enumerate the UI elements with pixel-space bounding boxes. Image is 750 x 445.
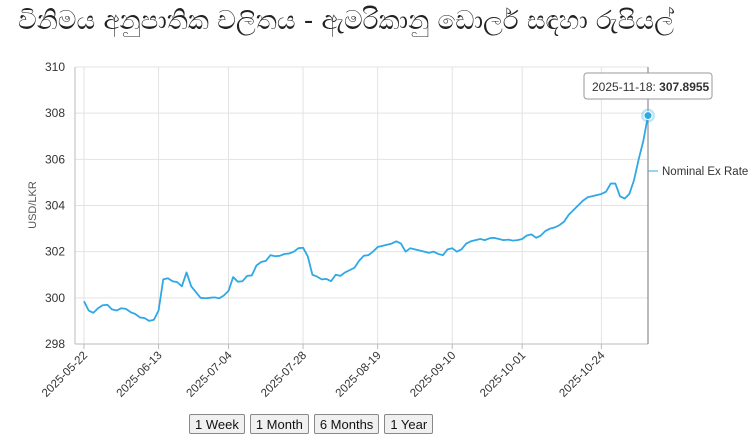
x-tick-label: 2025-10-01 [478,350,528,400]
y-axis-ticks: 298 300 302 304 306 308 310 [45,60,65,351]
x-tick-label: 2025-07-28 [259,350,309,400]
y-tick-label: 310 [45,60,65,74]
range-1-week-button[interactable]: 1 Week [189,414,245,434]
range-6-months-button[interactable]: 6 Months [313,414,380,434]
y-tick-label: 298 [45,337,65,351]
series-group [83,67,655,344]
y-tick-label: 308 [45,106,65,120]
chart-axes [74,67,648,345]
page-title: විනිමය අනුපාතික චලිතය - ඇමරිකානු ඩොලර් ස… [18,6,674,36]
tooltip-box [583,72,713,100]
legend-label: Nominal Ex Rate [662,166,748,178]
tooltip: 2025-11-18: 307.8955 [583,72,713,100]
range-buttons: 1 Week 1 Month 6 Months 1 Year [189,414,434,434]
range-1-year-button[interactable]: 1 Year [384,414,434,434]
series-line-nominal-ex-rate [83,115,649,322]
y-tick-label: 300 [45,291,65,305]
highlight-point [643,111,653,121]
tooltip-date: 2025-11-18 [592,80,653,94]
x-tick-label: 2025-06-13 [115,350,165,400]
x-tick-label: 2025-07-04 [185,349,236,400]
chart-grid [75,66,648,345]
y-tick-label: 304 [45,199,65,213]
x-tick-label: 2025-10-24 [557,349,608,400]
x-tick-label: 2025-08-19 [334,350,384,400]
y-tick-label: 306 [45,152,65,166]
range-1-month-button[interactable]: 1 Month [249,414,309,434]
x-tick-label: 2025-09-10 [408,350,458,400]
legend: Nominal Ex Rate [648,166,748,178]
y-axis-label: USD/LKR [27,181,39,229]
x-tick-label: 2025-05-22 [40,350,90,400]
y-tick-label: 302 [45,245,65,259]
tooltip-text: 2025-11-18: 307.8955 [592,80,710,94]
tooltip-value: 307.8955 [659,80,709,94]
x-axis-ticks: 2025-05-22 2025-06-13 2025-07-04 2025-07-28… [40,344,608,400]
